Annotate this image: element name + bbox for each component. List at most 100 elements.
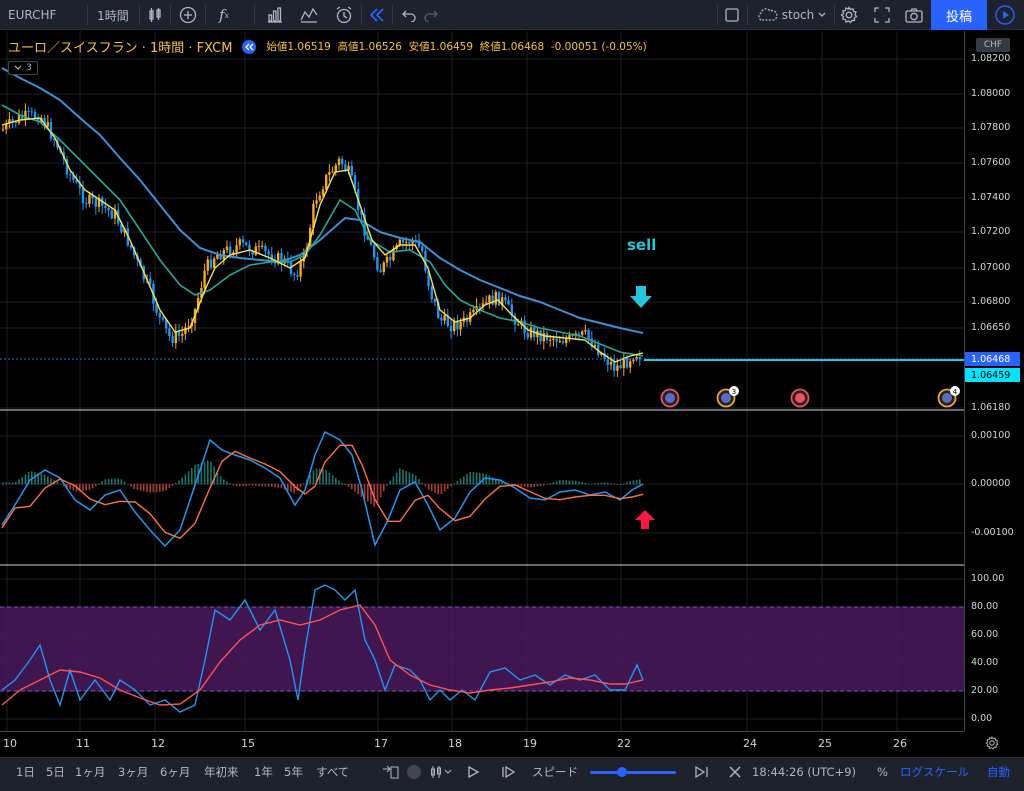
candle-body — [344, 164, 347, 171]
candle-body — [517, 324, 520, 326]
axis-settings-icon[interactable] — [985, 736, 999, 753]
time-tick: 17 — [374, 737, 388, 750]
calendar-goto-icon[interactable] — [381, 757, 399, 787]
macd-histogram-bar — [223, 479, 225, 485]
replay-play-icon[interactable] — [466, 757, 480, 787]
macd-histogram-bar — [613, 483, 615, 485]
percent-toggle[interactable]: % — [877, 765, 888, 779]
chart-legend: ユーロ／スイスフラン · 1時間 · FXCM 始値1.06519 高値1.06… — [8, 37, 647, 56]
stochastic-pane — [1, 584, 644, 713]
macd-histogram-bar — [591, 483, 593, 485]
macd-histogram-bar — [379, 484, 382, 498]
time-tick: 22 — [617, 737, 631, 750]
candle-body — [245, 242, 248, 245]
candle-body — [347, 165, 350, 171]
macd-histogram-bar — [216, 471, 219, 485]
compare-icon[interactable] — [174, 0, 202, 30]
range-button[interactable]: すべて — [316, 765, 350, 779]
cloud-layout-button[interactable]: stoch — [752, 0, 830, 30]
stoch-k-line — [1, 584, 644, 713]
macd-histogram-bar — [450, 484, 452, 487]
candle-body — [1, 129, 5, 131]
range-button[interactable]: 5年 — [284, 765, 303, 779]
range-button[interactable]: 年初来 — [204, 765, 239, 779]
macd-histogram-bar — [408, 472, 411, 485]
macd-histogram-bar — [296, 484, 299, 491]
macd-signal-line — [1, 444, 644, 540]
post-button[interactable]: 投稿 — [931, 0, 987, 30]
macd-histogram-bar — [251, 484, 254, 486]
macd-histogram-bar — [619, 484, 622, 485]
range-button[interactable]: 1年 — [254, 765, 273, 779]
fullscreen-square-icon[interactable] — [721, 0, 743, 30]
clock-display[interactable]: 18:44:26 (UTC+9) — [752, 765, 857, 779]
expand-icon[interactable] — [870, 0, 894, 30]
gear-icon[interactable] — [838, 0, 860, 30]
macd-histogram-bar — [88, 484, 91, 491]
candle-body — [337, 158, 341, 166]
candle-body — [555, 338, 558, 342]
candle-body — [421, 246, 424, 251]
financials-icon[interactable] — [262, 0, 288, 30]
replay-icon[interactable] — [366, 0, 388, 30]
candle-body — [584, 329, 587, 332]
macd-histogram-bar — [37, 473, 39, 485]
cloud-icon — [758, 8, 778, 21]
macd-histogram-bar — [98, 483, 100, 485]
range-button[interactable]: 3ヶ月 — [118, 765, 149, 779]
candle-body — [312, 203, 315, 228]
play-button[interactable] — [990, 3, 1020, 27]
camera-icon[interactable] — [902, 0, 926, 30]
replay-select-bar-icon[interactable] — [430, 757, 456, 787]
candle-body — [75, 179, 78, 183]
interval-button[interactable]: 1時間 — [90, 0, 136, 30]
candle-style-icon[interactable] — [143, 0, 167, 30]
sell-annotation[interactable]: sell — [627, 236, 657, 254]
candle-body — [389, 256, 392, 261]
buy-arrow-up-icon — [635, 510, 655, 529]
speed-slider[interactable] — [590, 771, 676, 774]
macd-histogram-bar — [629, 481, 631, 485]
log-scale-toggle[interactable]: ログスケール — [900, 765, 969, 779]
range-button[interactable]: 5日 — [46, 765, 65, 779]
alert-clock-icon[interactable] — [330, 0, 358, 30]
candle-body — [241, 239, 245, 243]
macd-histogram-bar — [271, 484, 273, 488]
indicator-collapse-button[interactable]: 3 — [8, 61, 38, 75]
close-replay-icon[interactable] — [728, 757, 742, 787]
macd-histogram-bar — [597, 483, 599, 485]
redo-icon[interactable] — [421, 0, 443, 30]
currency-badge[interactable]: CHF — [976, 38, 1010, 52]
time-axis[interactable] — [0, 731, 964, 757]
macd-histogram-bar — [200, 462, 203, 485]
candle-body — [293, 273, 296, 276]
replay-step-icon[interactable] — [500, 757, 516, 787]
macd-histogram-bar — [431, 484, 433, 492]
speed-slider-handle[interactable] — [617, 767, 627, 777]
macd-histogram-bar — [261, 484, 263, 487]
candle-body — [581, 331, 584, 335]
macd-histogram-bar — [459, 478, 462, 485]
templates-icon[interactable] — [296, 0, 322, 30]
macd-histogram-bar — [520, 484, 523, 487]
replay-jump-icon[interactable] — [694, 757, 710, 787]
post-button-label: 投稿 — [945, 9, 972, 25]
candle-body — [526, 333, 529, 338]
event-count-badge — [729, 386, 739, 396]
macd-histogram-bar — [219, 476, 222, 485]
undo-icon[interactable] — [397, 0, 419, 30]
auto-scale-toggle[interactable]: 自動 — [987, 765, 1010, 779]
macd-histogram-bar — [575, 480, 577, 485]
macd-histogram-bar — [117, 478, 119, 485]
symbol-search[interactable]: EURCHF — [4, 0, 84, 30]
legend-collapse-button[interactable] — [242, 39, 257, 54]
range-button[interactable]: 6ヶ月 — [160, 765, 191, 779]
macd-histogram-bar — [367, 484, 369, 502]
macd-histogram-bar — [357, 484, 359, 495]
range-button[interactable]: 1ヶ月 — [75, 765, 106, 779]
stoch-tick: 100.00 — [971, 573, 1005, 584]
range-button[interactable]: 1日 — [16, 765, 35, 779]
candle-body — [478, 306, 481, 308]
